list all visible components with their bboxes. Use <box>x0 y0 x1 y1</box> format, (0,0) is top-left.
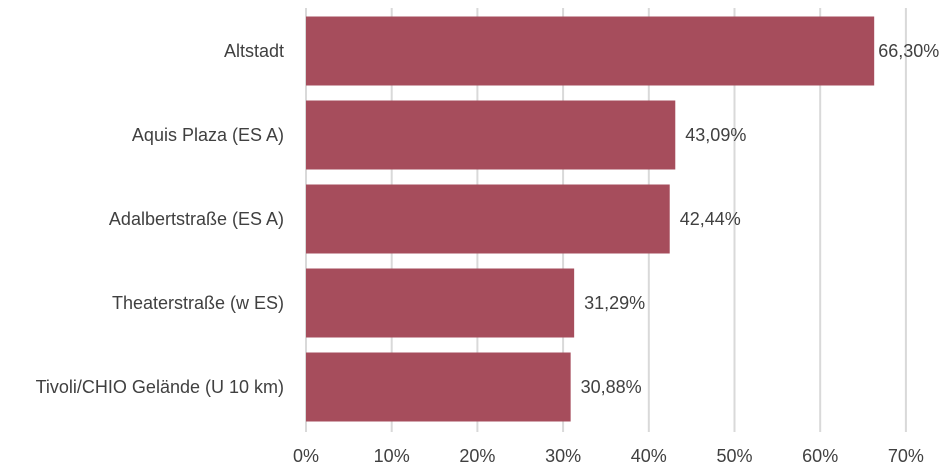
bars <box>306 16 875 422</box>
category-labels: Altstadt Aquis Plaza (ES A) Adalbertstraße… <box>36 41 284 397</box>
x-tick-label: 60% <box>802 446 838 466</box>
category-label: Aquis Plaza (ES A) <box>132 125 284 145</box>
bar <box>306 268 575 338</box>
data-label: 31,29% <box>584 293 645 313</box>
x-tick-label: 50% <box>716 446 752 466</box>
bar <box>306 16 875 86</box>
data-labels: 66,30% 43,09% 42,44% 31,29% 30,88% <box>581 41 940 397</box>
data-label: 42,44% <box>680 209 741 229</box>
x-tick-label: 70% <box>888 446 924 466</box>
category-label: Tivoli/CHIO Gelände (U 10 km) <box>36 377 284 397</box>
bar <box>306 184 670 254</box>
x-tick-label: 30% <box>545 446 581 466</box>
x-axis-tick-labels: 0% 10% 20% 30% 40% 50% 60% 70% <box>293 446 924 466</box>
bar <box>306 352 571 422</box>
x-tick-label: 40% <box>631 446 667 466</box>
bar <box>306 100 676 170</box>
category-label: Adalbertstraße (ES A) <box>109 209 284 229</box>
category-label: Theaterstraße (w ES) <box>112 293 284 313</box>
category-label: Altstadt <box>224 41 284 61</box>
data-label: 66,30% <box>878 41 939 61</box>
x-tick-label: 20% <box>459 446 495 466</box>
x-tick-label: 0% <box>293 446 319 466</box>
x-tick-label: 10% <box>374 446 410 466</box>
data-label: 43,09% <box>685 125 746 145</box>
data-label: 30,88% <box>581 377 642 397</box>
